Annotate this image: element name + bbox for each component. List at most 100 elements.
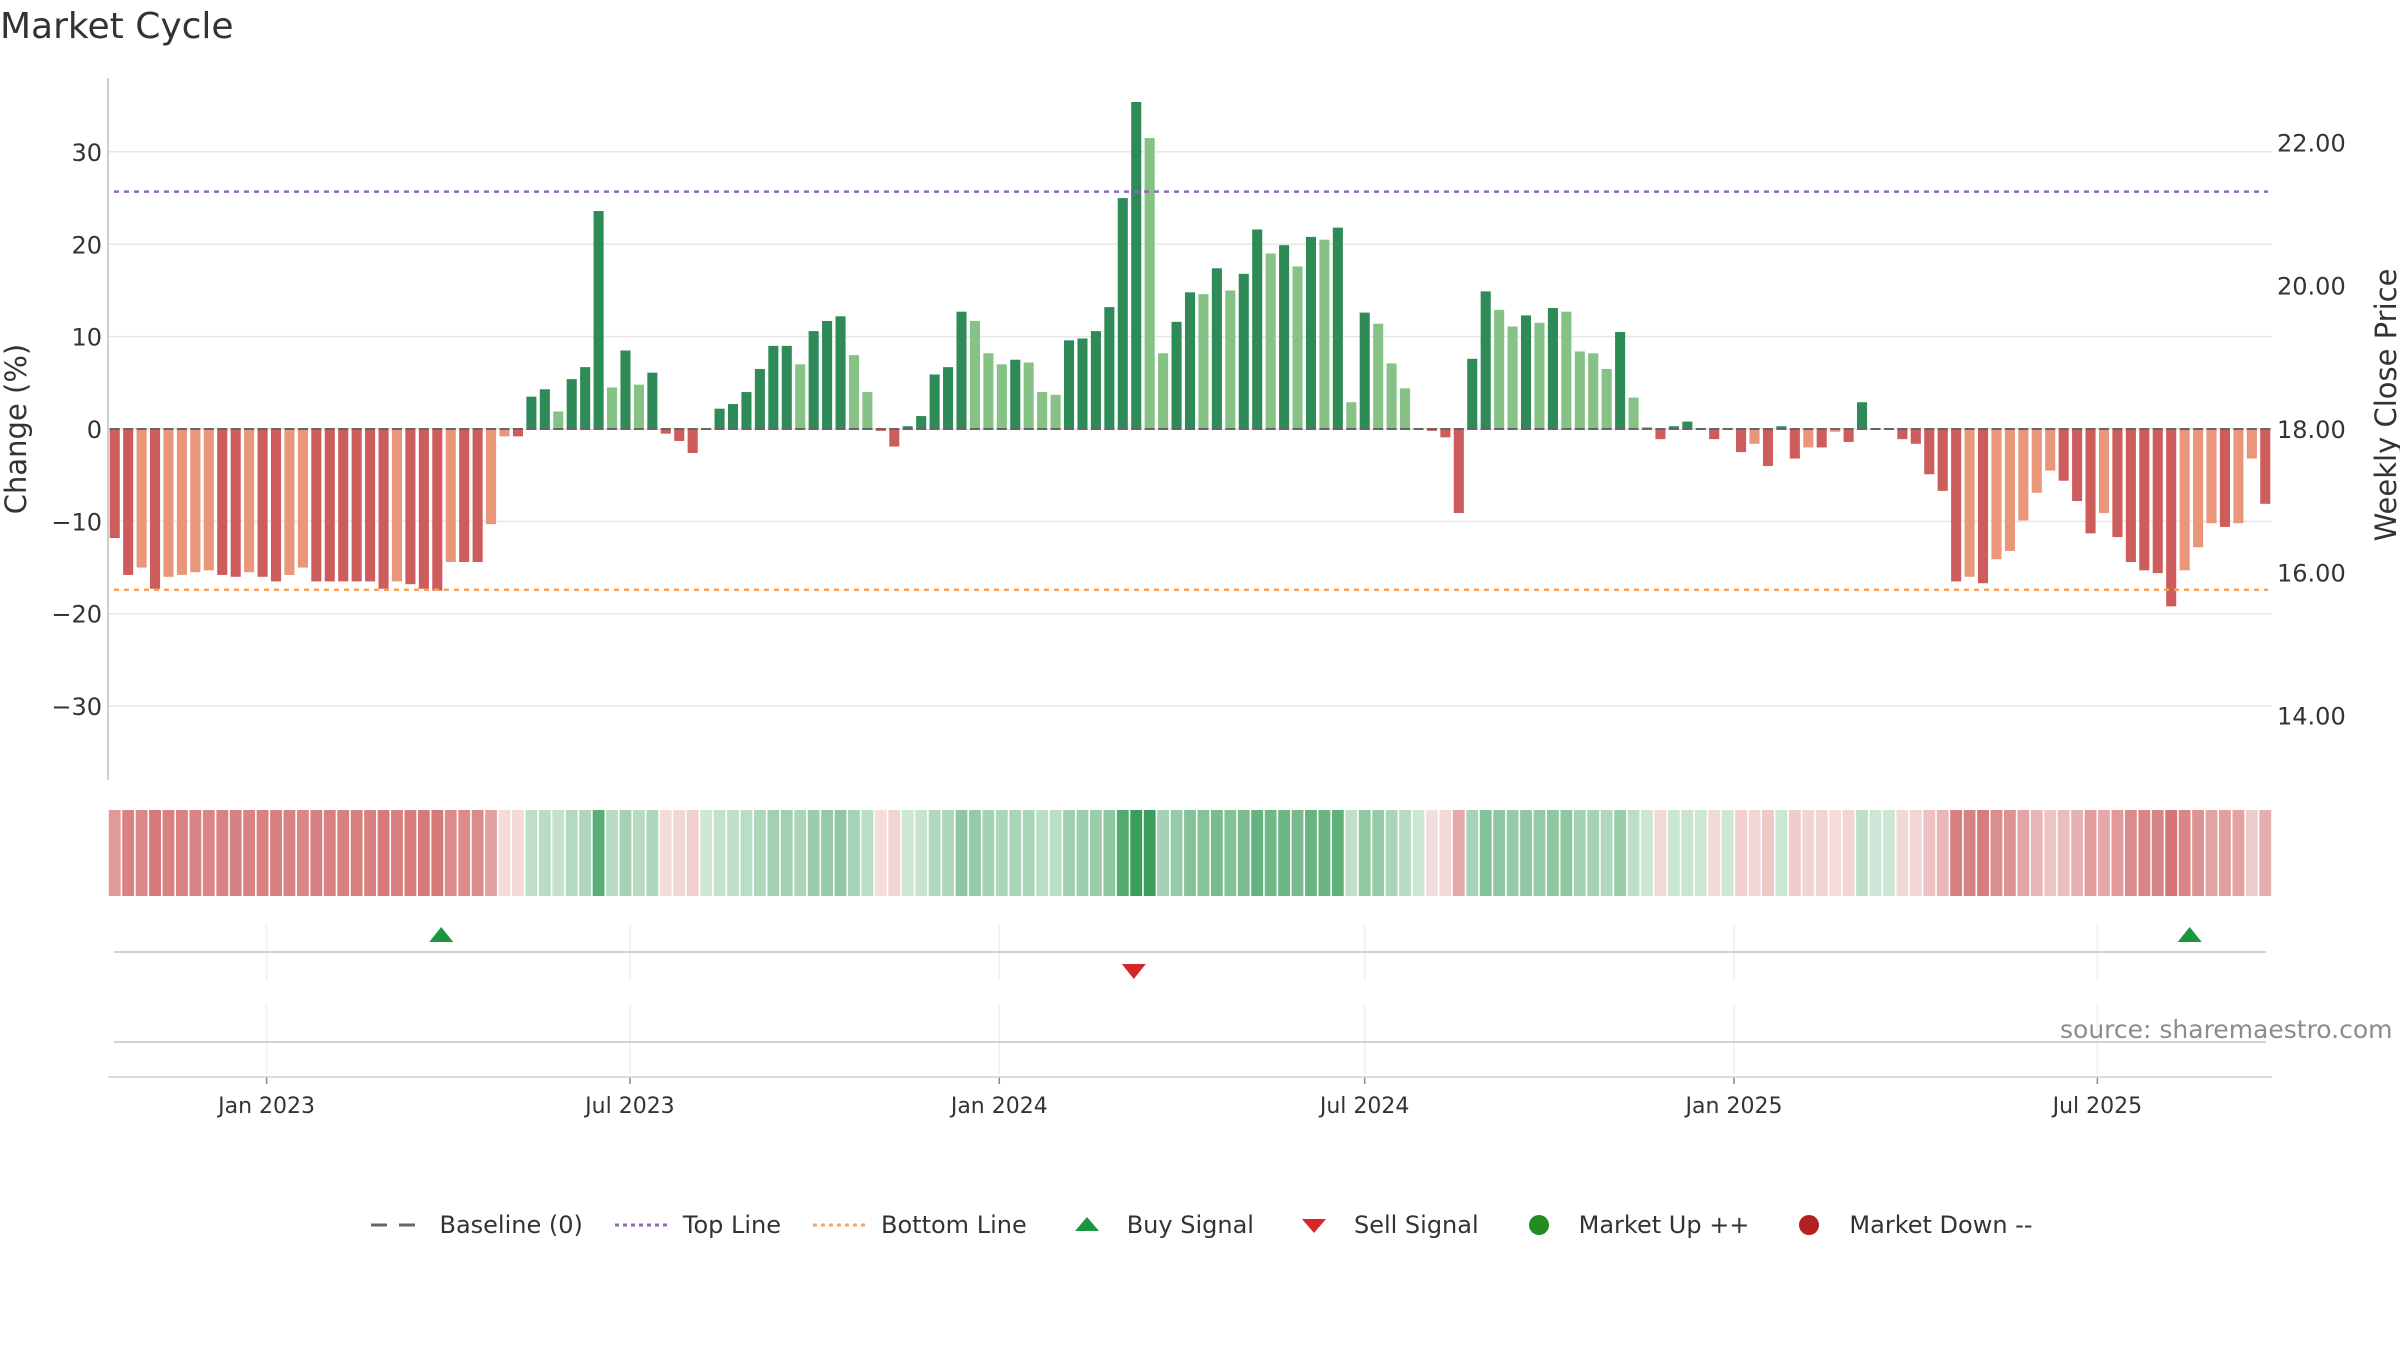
bar xyxy=(1830,429,1841,432)
bar xyxy=(217,429,228,575)
bar xyxy=(795,364,806,429)
y-tick-label: 20 xyxy=(71,231,102,259)
legend-label: Market Up ++ xyxy=(1578,1211,1750,1239)
bar xyxy=(2072,429,2083,502)
bar xyxy=(754,368,765,429)
heat-cell xyxy=(1331,810,1344,896)
y2-tick-label: 14.00 xyxy=(2277,703,2346,731)
heat-cell xyxy=(1936,810,1949,896)
heat-cell xyxy=(202,810,215,896)
bar xyxy=(1762,429,1774,466)
x-tick-label: Jul 2024 xyxy=(1318,1094,1410,1119)
heat-cell xyxy=(1305,810,1317,896)
bar xyxy=(1494,309,1505,429)
heat-cell xyxy=(969,810,981,896)
heat-cell xyxy=(135,810,148,896)
dot-legend-icon xyxy=(809,1211,873,1239)
heat-cell xyxy=(1627,810,1640,896)
legend: Baseline (0) Top Line Bottom Line Buy Signa… xyxy=(0,1205,2400,1245)
bar xyxy=(2179,429,2190,571)
bar xyxy=(1171,321,1182,429)
heat-cell xyxy=(2178,810,2191,896)
heat-cell xyxy=(633,810,645,896)
bar xyxy=(1977,429,1989,584)
heat-cell xyxy=(606,810,618,896)
bar xyxy=(1682,421,1693,429)
bar xyxy=(512,429,523,437)
bar xyxy=(741,392,752,429)
legend-label: Top Line xyxy=(682,1211,782,1239)
bar xyxy=(1574,351,1585,429)
bar xyxy=(445,429,456,563)
bar xyxy=(1305,236,1317,429)
grid-layer xyxy=(108,151,2272,1075)
bar xyxy=(1843,429,1854,442)
bar xyxy=(1601,368,1612,429)
bar xyxy=(1561,311,1572,429)
heat-cell xyxy=(2003,810,2016,896)
heat-cell xyxy=(1802,810,1815,896)
heat-cell xyxy=(2030,810,2043,896)
bar xyxy=(647,372,658,429)
bar xyxy=(1440,429,1451,438)
heat-cell xyxy=(1036,810,1049,896)
heat-cell xyxy=(794,810,807,896)
chart-title: Market Cycle xyxy=(0,6,234,47)
bar xyxy=(687,429,698,454)
heat-cell xyxy=(1264,810,1277,896)
heat-cell xyxy=(1399,810,1411,896)
bar xyxy=(1789,429,1800,459)
bar xyxy=(2045,429,2056,471)
heat-cell xyxy=(1452,810,1465,896)
legend-item: Market Up ++ xyxy=(1507,1211,1750,1239)
bar xyxy=(1897,429,1908,440)
heat-cell xyxy=(2071,810,2084,896)
bar xyxy=(996,364,1007,429)
tri-up-legend-icon xyxy=(1055,1211,1119,1239)
heat-cell xyxy=(1506,810,1519,896)
bar xyxy=(1857,402,1868,429)
heat-cell xyxy=(565,810,578,896)
heat-cell xyxy=(350,810,363,896)
heat-cell xyxy=(471,810,484,896)
bar xyxy=(1117,198,1128,429)
heat-cell xyxy=(323,810,336,896)
y2-tick-label: 22.00 xyxy=(2277,129,2346,157)
bar xyxy=(1010,359,1021,429)
bar xyxy=(2219,429,2230,527)
heat-cell xyxy=(216,810,229,896)
heat-cell xyxy=(1977,810,1989,896)
heat-cell xyxy=(1076,810,1089,896)
bar xyxy=(1211,268,1222,429)
y-tick-label: 30 xyxy=(71,139,102,167)
heat-cell xyxy=(337,810,350,896)
heat-cell xyxy=(874,810,887,896)
bar xyxy=(472,429,483,563)
heat-cell xyxy=(149,810,161,896)
circle-legend-icon xyxy=(1507,1211,1571,1239)
bar xyxy=(620,350,631,429)
bar xyxy=(1184,292,1196,429)
heat-cell xyxy=(1694,810,1707,896)
y2-axis-title: Weekly Close Price xyxy=(2369,269,2400,542)
heat-cell xyxy=(1708,810,1721,896)
bar xyxy=(1292,266,1303,429)
bar xyxy=(1050,394,1061,429)
bar xyxy=(1332,227,1343,429)
x-tick-label: Jul 2025 xyxy=(2051,1094,2143,1119)
bar xyxy=(1951,429,1962,582)
bar xyxy=(1547,307,1558,429)
bar xyxy=(862,392,873,429)
heat-cell xyxy=(2084,810,2097,896)
heat-cell xyxy=(1130,810,1143,896)
bar xyxy=(190,429,201,573)
heat-cell xyxy=(1291,810,1304,896)
bar xyxy=(727,404,739,429)
heat-cell xyxy=(552,810,565,896)
bar xyxy=(1709,429,1720,440)
sell-signal-marker xyxy=(1121,964,1146,979)
heat-cell xyxy=(270,810,282,896)
bar xyxy=(835,316,846,429)
bar xyxy=(539,389,550,429)
bar xyxy=(1991,429,2002,560)
